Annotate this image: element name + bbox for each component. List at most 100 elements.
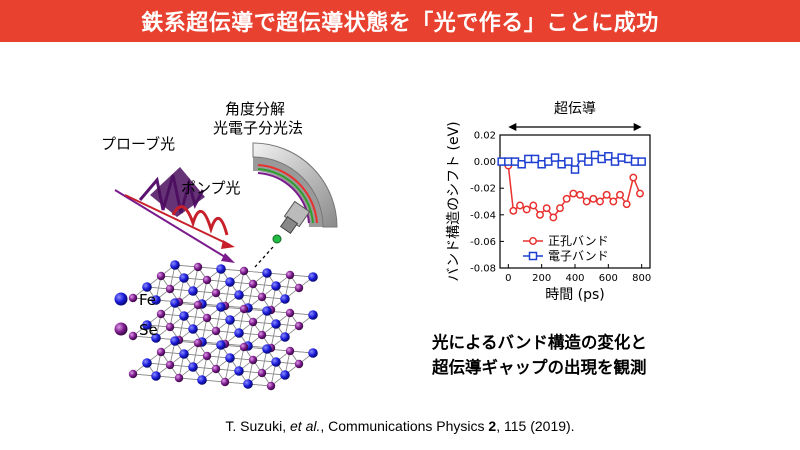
fe-atom bbox=[216, 302, 226, 312]
data-point bbox=[564, 157, 573, 166]
photoelectron-path bbox=[254, 246, 274, 268]
legend-marker-electron bbox=[528, 251, 538, 261]
se-atom bbox=[239, 342, 249, 352]
data-point bbox=[602, 190, 611, 199]
fe-atom bbox=[234, 328, 244, 338]
arpes-label-line2: 光電子分光法 bbox=[213, 119, 304, 137]
fe-atom bbox=[271, 281, 281, 291]
data-point bbox=[517, 160, 526, 169]
se-atom bbox=[193, 262, 203, 272]
se-atom bbox=[202, 275, 212, 285]
summary-line-2: 超伝導ギャップの出現を観測 bbox=[432, 358, 647, 377]
fe-atom bbox=[271, 319, 281, 329]
fe-atom bbox=[262, 268, 272, 278]
page-title: 鉄系超伝導で超伝導状態を「光で作る」ことに成功 bbox=[141, 11, 659, 36]
se-atom bbox=[165, 284, 175, 294]
se-atom bbox=[257, 330, 267, 340]
se-atom bbox=[294, 283, 304, 293]
se-atom bbox=[248, 355, 258, 365]
fe-atom bbox=[188, 362, 198, 372]
data-point bbox=[636, 189, 644, 198]
fe-atom bbox=[179, 273, 189, 283]
data-point bbox=[584, 157, 593, 166]
se-atom bbox=[239, 304, 249, 314]
data-point bbox=[542, 204, 551, 213]
fe-atom bbox=[225, 353, 235, 363]
citation-journal: , Communications Physics bbox=[320, 418, 485, 434]
fe-atom bbox=[243, 379, 253, 389]
citation-pages-year: , 115 (2019). bbox=[496, 418, 575, 434]
data-point bbox=[522, 205, 531, 214]
se-legend-label: Se bbox=[139, 321, 158, 339]
se-atom bbox=[294, 359, 304, 369]
data-point bbox=[509, 206, 518, 215]
data-point bbox=[549, 213, 558, 222]
crystal-lattice bbox=[128, 260, 318, 391]
data-point bbox=[589, 194, 598, 203]
fe-atom bbox=[234, 290, 244, 300]
data-point bbox=[570, 165, 580, 174]
fe-atom bbox=[308, 348, 318, 358]
fe-atom bbox=[308, 272, 318, 282]
se-atom bbox=[128, 369, 138, 379]
se-atom bbox=[193, 338, 203, 348]
se-atom bbox=[248, 317, 258, 327]
x-axis: 0 200 400 600 800 bbox=[505, 264, 651, 284]
fe-atom bbox=[262, 344, 272, 354]
arrowhead-left bbox=[508, 123, 517, 131]
fe-atom bbox=[271, 357, 281, 367]
data-point bbox=[530, 154, 540, 164]
legend-marker-hole bbox=[529, 237, 537, 245]
fe-atom bbox=[179, 311, 189, 321]
fe-atom bbox=[216, 264, 226, 274]
chart-svg: 超伝導 0.02 0.00 -0.02 -0.04 -0.06 -0.08 0 200 400… bbox=[446, 101, 651, 303]
fe-atom bbox=[197, 375, 207, 385]
fe-atom bbox=[151, 295, 161, 305]
data-point bbox=[596, 197, 604, 206]
fe-atom bbox=[280, 294, 290, 304]
pump-light-label: ポンプ光 bbox=[181, 179, 241, 197]
data-point bbox=[609, 197, 618, 206]
data-point bbox=[556, 204, 564, 213]
fe-legend-label: Fe bbox=[139, 291, 157, 309]
citation-authors: T. Suzuki, bbox=[225, 418, 287, 434]
se-atom bbox=[156, 347, 166, 357]
fe-atom bbox=[225, 315, 235, 325]
se-atom bbox=[285, 270, 295, 280]
fe-atom-icon bbox=[114, 292, 128, 306]
se-atom bbox=[174, 373, 184, 383]
se-atom bbox=[285, 308, 295, 318]
y-tick-label: 0.00 bbox=[474, 157, 496, 168]
fe-atom bbox=[216, 340, 226, 350]
summary-text: 光によるバンド構造の変化と 超伝導ギャップの出現を観測 bbox=[432, 330, 762, 380]
se-atom bbox=[156, 271, 166, 281]
arpes-label-line1: 角度分解 bbox=[225, 100, 286, 118]
se-atom bbox=[156, 309, 166, 319]
se-atom bbox=[239, 266, 249, 276]
fe-atom bbox=[151, 371, 161, 381]
fe-atom bbox=[179, 349, 189, 359]
pump-beam-icon bbox=[124, 194, 235, 249]
se-atom bbox=[211, 326, 221, 336]
band-shift-chart: 超伝導 0.02 0.00 -0.02 -0.04 -0.06 -0.08 0 200 400… bbox=[430, 95, 670, 310]
se-atom bbox=[220, 377, 230, 387]
fe-atom bbox=[262, 306, 272, 316]
arpes-analyzer-icon bbox=[252, 142, 338, 244]
x-axis-label: 時間 (ps) bbox=[545, 287, 605, 303]
data-point bbox=[536, 210, 544, 219]
se-atom bbox=[266, 381, 276, 391]
y-tick-label: 0.02 bbox=[474, 131, 496, 142]
data-point bbox=[582, 197, 591, 206]
legend-label-hole: 正孔バンド bbox=[548, 234, 609, 248]
series-electron-band bbox=[497, 150, 646, 174]
se-atom bbox=[128, 293, 138, 303]
y-tick-label: -0.04 bbox=[470, 210, 496, 221]
x-tick-label: 400 bbox=[565, 273, 584, 284]
fe-atom bbox=[142, 282, 152, 292]
se-atom bbox=[257, 292, 267, 302]
fe-atom bbox=[225, 277, 235, 287]
x-tick-label: 600 bbox=[599, 273, 618, 284]
superconducting-annotation: 超伝導 bbox=[554, 101, 596, 117]
se-atom-icon bbox=[114, 322, 128, 336]
citation: T. Suzuki, et al., Communications Physic… bbox=[0, 418, 800, 434]
